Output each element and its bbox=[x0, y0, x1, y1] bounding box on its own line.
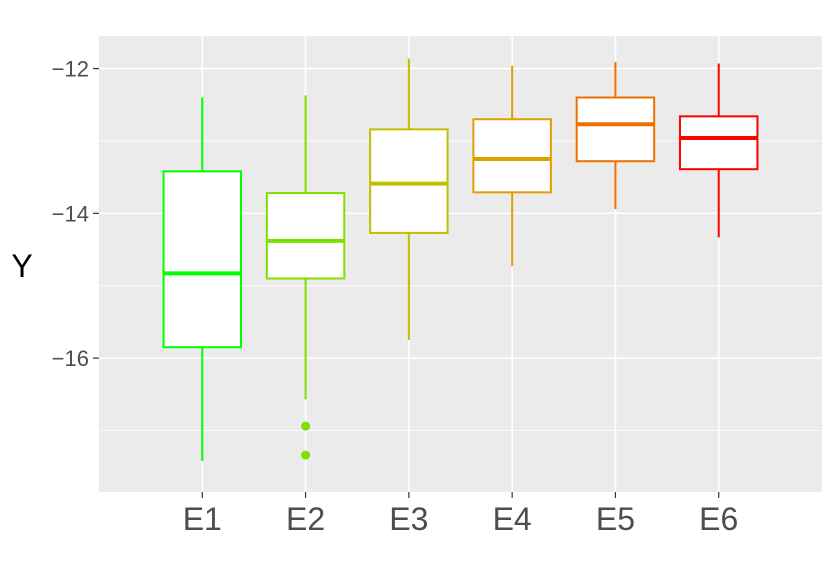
box-E3 bbox=[369, 58, 449, 340]
x-axis-ticks: E1 E2 E3 E4 E5 E6 bbox=[183, 492, 738, 537]
iqr-box bbox=[678, 115, 759, 171]
y-tick-label: −12 bbox=[52, 57, 89, 82]
boxes-layer bbox=[162, 58, 759, 461]
box-E2 bbox=[265, 95, 346, 460]
iqr-box bbox=[265, 192, 346, 280]
y-tick-label: −16 bbox=[52, 346, 89, 371]
y-axis-ticks: −16 −14 −12 bbox=[52, 57, 99, 371]
x-tick-label: E2 bbox=[286, 501, 325, 537]
iqr-box bbox=[162, 170, 243, 349]
x-tick-label: E1 bbox=[183, 501, 222, 537]
iqr-box bbox=[575, 96, 656, 163]
outlier-point bbox=[301, 450, 311, 460]
y-tick-label: −14 bbox=[52, 201, 89, 226]
x-tick-label: E4 bbox=[493, 501, 532, 537]
y-axis-title: Y bbox=[11, 248, 32, 284]
x-tick-label: E3 bbox=[389, 501, 428, 537]
box-E5 bbox=[575, 62, 656, 209]
iqr-box bbox=[369, 128, 449, 234]
x-tick-label: E6 bbox=[699, 501, 738, 537]
outlier-point bbox=[301, 421, 311, 431]
box-E6 bbox=[678, 63, 759, 238]
x-tick-label: E5 bbox=[596, 501, 635, 537]
iqr-box bbox=[472, 118, 552, 194]
box-E1 bbox=[162, 97, 243, 461]
box-E4 bbox=[472, 65, 552, 267]
